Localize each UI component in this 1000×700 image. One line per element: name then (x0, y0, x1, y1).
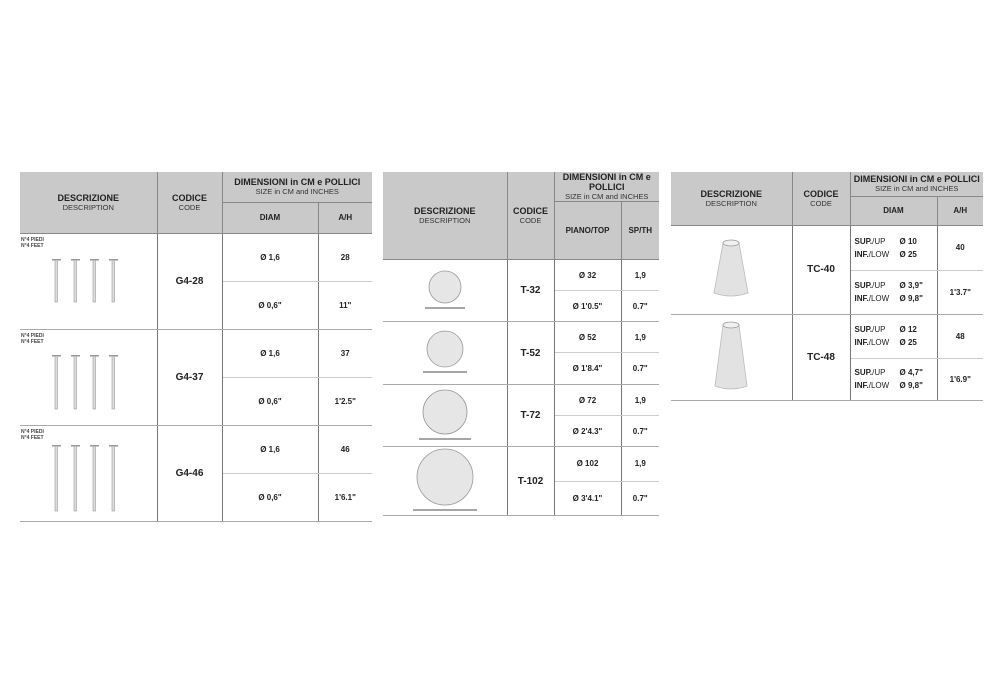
product-code: G4-46 (157, 425, 223, 522)
leg-description: N°4 PIEDI N°4 FEET (20, 329, 158, 426)
thickness-in: 0.7" (621, 290, 660, 322)
inf-line: INF./LOW Ø 25 (854, 249, 917, 259)
legs-table: DESCRIZIONE DESCRIPTION CODICE CODE DIMENS… (20, 172, 373, 522)
product-code: T-52 (507, 321, 555, 385)
top-description (383, 259, 508, 322)
table-row: N°4 PIEDI N°4 FEET G4-28 Ø 1,6 28 (20, 233, 373, 330)
tops-table: DESCRIZIONE DESCRIPTION CODICE CODE DIMENS… (383, 172, 660, 516)
product-code: TC-40 (792, 225, 851, 315)
height-cm: 48 (937, 314, 984, 359)
height-in: 1'6.1" (318, 473, 373, 522)
thickness-cm: 1,9 (621, 259, 660, 291)
round-top-drawing (418, 389, 471, 440)
cone-description (671, 314, 793, 401)
header-height: A/H (318, 202, 373, 234)
round-top-drawing (424, 270, 465, 309)
table-row: N°4 PIEDI N°4 FEET G4-37 Ø 1,6 37 (20, 329, 373, 426)
cone-description (671, 225, 793, 315)
inf-line: INF./LOW Ø 9,8" (854, 294, 923, 303)
sup-line: SUP./UP Ø 3,9" (854, 281, 923, 290)
diam-in: Ø 0,6" (222, 473, 319, 522)
label-it: N°4 PIEDI (21, 236, 44, 243)
sup-line: SUP./UP Ø 12 (854, 325, 917, 334)
top-cm: Ø 52 (554, 321, 622, 353)
header-dimensions: DIMENSIONI in CM e POLLICI SIZE in CM and… (850, 172, 984, 197)
diam-in: Ø 0,6" (222, 377, 319, 426)
header-description: DESCRIZIONE DESCRIPTION (671, 172, 793, 226)
header-diam: DIAM (850, 196, 938, 226)
diam-cm: Ø 1,6 (222, 329, 319, 378)
height-cm: 40 (937, 225, 984, 271)
height-in: 1'3.7" (937, 270, 984, 315)
header-height: A/H (937, 196, 984, 226)
top-description (383, 446, 508, 516)
inf-line: INF./LOW Ø 9,8" (854, 381, 923, 390)
thickness-cm: 1,9 (621, 446, 660, 482)
sup-line: SUP./UP Ø 4,7" (854, 368, 923, 377)
product-code: T-72 (507, 384, 555, 447)
thickness-in: 0.7" (621, 352, 660, 385)
leg-description: N°4 PIEDI N°4 FEET (20, 233, 158, 330)
label-en: N°4 FEET (21, 338, 44, 345)
header-dimensions: DIMENSIONI in CM e POLLICI SIZE in CM and… (554, 172, 660, 202)
header-dimensions: DIMENSIONI in CM e POLLICI SIZE in CM and… (222, 172, 373, 203)
label-en: N°4 FEET (21, 434, 44, 441)
top-cm: Ø 102 (554, 446, 622, 482)
thickness-cm: 1,9 (621, 384, 660, 416)
top-cm: Ø 32 (554, 259, 622, 291)
diam-cm: Ø 1,6 (222, 425, 319, 474)
top-description (383, 321, 508, 385)
height-cm: 37 (318, 329, 373, 378)
header-top: PIANO/TOP (554, 201, 622, 260)
height-cm: 46 (318, 425, 373, 474)
inf-line: INF./LOW Ø 25 (854, 338, 917, 347)
header-description: DESCRIZIONE DESCRIPTION (383, 172, 508, 260)
diam-cm: Ø 1,6 (222, 233, 319, 282)
header-thickness: SP/TH (621, 201, 660, 260)
product-code: G4-37 (157, 329, 223, 426)
leg-description: N°4 PIEDI N°4 FEET (20, 425, 158, 522)
legs-drawing (52, 444, 119, 511)
height-in: 1'6.9" (937, 358, 984, 401)
table-row: N°4 PIEDI N°4 FEET G4-46 Ø 1,6 46 (20, 425, 373, 522)
top-in: Ø 1'0.5" (554, 290, 622, 322)
cones-table: DESCRIZIONE DESCRIPTION CODICE CODE DIMENS… (671, 172, 984, 401)
height-in: 11" (318, 281, 373, 330)
diam-in: SUP./UP Ø 3,9" INF./LOW Ø 9,8" (850, 270, 938, 315)
height-in: 1'2.5" (318, 377, 373, 426)
round-top-drawing (412, 448, 477, 511)
header-diam: DIAM (222, 202, 319, 234)
round-top-drawing (422, 330, 467, 373)
diam-cm: SUP./UP Ø 12 INF./LOW Ø 25 (850, 314, 938, 359)
sup-line: SUP./UP Ø 10 (854, 236, 917, 246)
header-code: CODICE CODE (157, 172, 223, 234)
legs-drawing (52, 354, 119, 409)
thickness-in: 0.7" (621, 481, 660, 516)
label-it: N°4 PIEDI (21, 428, 44, 435)
top-in: Ø 1'8.4" (554, 352, 622, 385)
diam-cm: SUP./UP Ø 10 INF./LOW Ø 25 (850, 225, 938, 271)
diam-in: SUP./UP Ø 4,7" INF./LOW Ø 9,8" (850, 358, 938, 401)
thickness-in: 0.7" (621, 415, 660, 447)
cone-drawing (714, 321, 748, 390)
top-in: Ø 2'4.3" (554, 415, 622, 447)
product-code: T-102 (507, 446, 555, 516)
label-it: N°4 PIEDI (21, 332, 44, 339)
product-code: T-32 (507, 259, 555, 322)
product-code: TC-48 (792, 314, 851, 401)
height-cm: 28 (318, 233, 373, 282)
top-in: Ø 3'4.1" (554, 481, 622, 516)
header-code: CODICE CODE (792, 172, 851, 226)
product-code: G4-28 (157, 233, 223, 330)
diam-in: Ø 0,6" (222, 281, 319, 330)
header-description: DESCRIZIONE DESCRIPTION (20, 172, 158, 234)
cone-drawing (713, 239, 749, 296)
label-en: N°4 FEET (21, 242, 44, 249)
legs-drawing (52, 258, 119, 302)
thickness-cm: 1,9 (621, 321, 660, 353)
top-cm: Ø 72 (554, 384, 622, 416)
top-description (383, 384, 508, 447)
header-code: CODICE CODE (507, 172, 555, 260)
